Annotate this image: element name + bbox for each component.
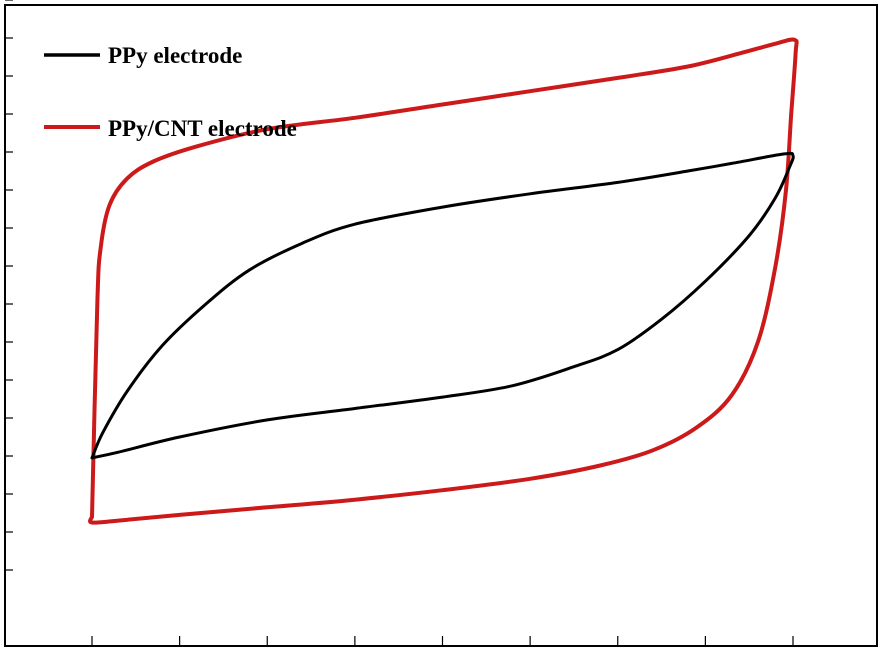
plot-frame xyxy=(4,4,878,647)
legend-label-ppy: PPy electrode xyxy=(108,43,242,68)
axis-ticks xyxy=(5,0,794,646)
series-layer xyxy=(88,37,799,525)
legend: PPy electrode PPy/CNT electrode xyxy=(44,43,297,141)
series-line-ppy xyxy=(90,151,795,460)
series-line-ppy-cnt xyxy=(88,37,799,525)
legend-label-ppy-cnt: PPy/CNT electrode xyxy=(108,116,297,141)
